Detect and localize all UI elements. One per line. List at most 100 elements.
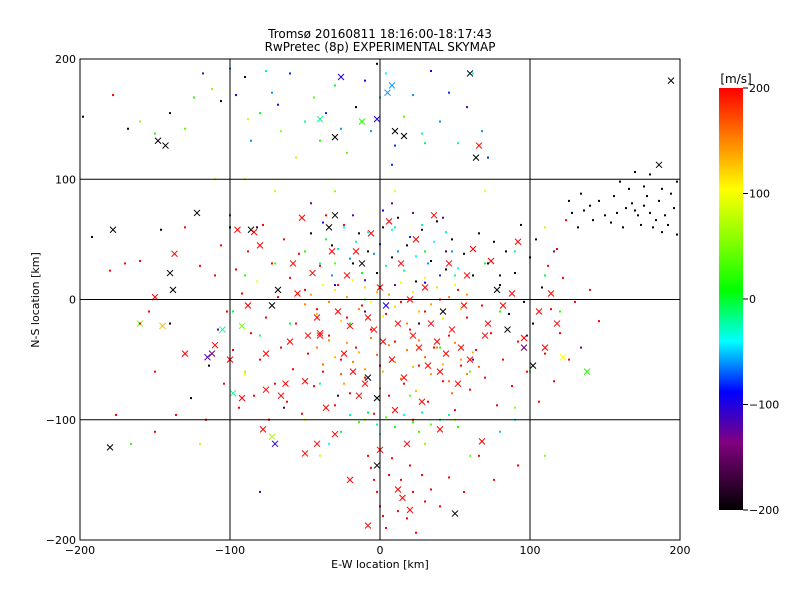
dot-marker [445, 250, 447, 253]
cross-marker [262, 350, 270, 357]
dot-marker [316, 308, 318, 311]
dot-marker [250, 332, 252, 335]
cross-marker [541, 344, 549, 351]
dot-marker [580, 346, 582, 349]
dot-marker [649, 173, 651, 176]
plot-frame [79, 58, 681, 541]
dot-marker [556, 247, 558, 250]
cross-marker [421, 284, 429, 291]
dot-marker [421, 132, 423, 135]
dot-marker [472, 351, 474, 354]
dot-marker [241, 292, 243, 295]
cross-marker [403, 440, 411, 448]
cross-marker [208, 350, 216, 357]
dot-marker [259, 490, 261, 493]
dot-marker [424, 310, 426, 313]
dot-marker [613, 195, 615, 198]
dot-marker [307, 352, 309, 355]
dot-marker [343, 382, 345, 385]
cross-marker [379, 338, 387, 345]
dot-marker [319, 454, 321, 457]
dot-marker [562, 276, 564, 279]
dot-marker [232, 349, 234, 352]
dot-marker [364, 286, 366, 289]
cross-marker [229, 389, 237, 397]
dot-marker [436, 346, 438, 349]
dot-marker [388, 293, 390, 296]
dot-marker [301, 412, 303, 415]
dot-marker [340, 320, 342, 323]
dot-marker [463, 490, 465, 493]
dot-marker [265, 70, 267, 73]
dot-marker [226, 310, 228, 313]
dot-marker [376, 272, 378, 275]
dot-marker [394, 190, 396, 193]
dot-marker [451, 250, 453, 253]
dot-marker [457, 425, 459, 428]
dot-marker [580, 192, 582, 195]
cross-marker [409, 332, 417, 339]
cross-marker [289, 260, 297, 267]
dot-marker [385, 416, 387, 419]
dot-marker [493, 240, 495, 243]
dot-marker [568, 358, 570, 361]
dot-marker [394, 305, 396, 308]
dot-marker [349, 322, 351, 325]
dot-marker [358, 308, 360, 311]
dot-marker [256, 280, 258, 283]
y-axis-ticks: −200 −100 0 100 200 [46, 53, 76, 547]
dot-marker [250, 139, 252, 142]
data-points [82, 62, 678, 534]
dot-marker [604, 214, 606, 217]
dot-marker [211, 88, 213, 91]
dot-marker [445, 268, 447, 271]
dot-marker [472, 274, 474, 277]
y-axis-label: N-S location [km] [29, 252, 42, 348]
dot-marker [469, 370, 471, 373]
dot-marker [82, 115, 84, 118]
dot-marker [364, 368, 366, 371]
cross-marker [454, 380, 462, 388]
dot-marker [499, 274, 501, 277]
cross-marker [355, 392, 363, 400]
dot-marker [448, 413, 450, 416]
dot-marker [433, 346, 435, 349]
cross-marker [271, 440, 279, 448]
dot-marker [589, 288, 591, 291]
dot-marker [109, 269, 111, 272]
dot-marker [475, 349, 477, 352]
cross-marker [268, 433, 276, 440]
x-tick-label: 0 [377, 544, 384, 557]
cross-marker [316, 329, 324, 337]
dot-marker [331, 244, 333, 247]
cross-marker [373, 394, 381, 402]
cross-marker [667, 77, 675, 84]
cross-marker [373, 115, 381, 123]
dot-marker [232, 310, 234, 313]
dot-marker [466, 373, 468, 376]
dot-marker [514, 406, 516, 409]
dot-marker [571, 211, 573, 214]
dot-marker [406, 244, 408, 247]
cross-marker [309, 269, 316, 277]
dot-marker [271, 91, 273, 94]
dot-marker [454, 341, 456, 344]
dot-marker [472, 72, 474, 75]
dot-marker [325, 112, 327, 115]
dot-marker [193, 96, 195, 99]
cross-marker [268, 302, 276, 309]
dot-marker [154, 430, 156, 433]
dot-marker [388, 344, 390, 347]
dot-marker [628, 187, 630, 190]
dot-marker [511, 385, 513, 388]
dot-marker [622, 226, 624, 229]
cross-marker [331, 211, 339, 219]
dot-marker [487, 156, 489, 159]
dot-marker [328, 334, 330, 337]
cross-marker [328, 248, 336, 255]
dot-marker [397, 216, 399, 219]
cross-marker [436, 426, 444, 433]
plot-grid [80, 59, 680, 540]
colorbar-label: [m/s] [720, 72, 751, 86]
dot-marker [376, 291, 378, 294]
